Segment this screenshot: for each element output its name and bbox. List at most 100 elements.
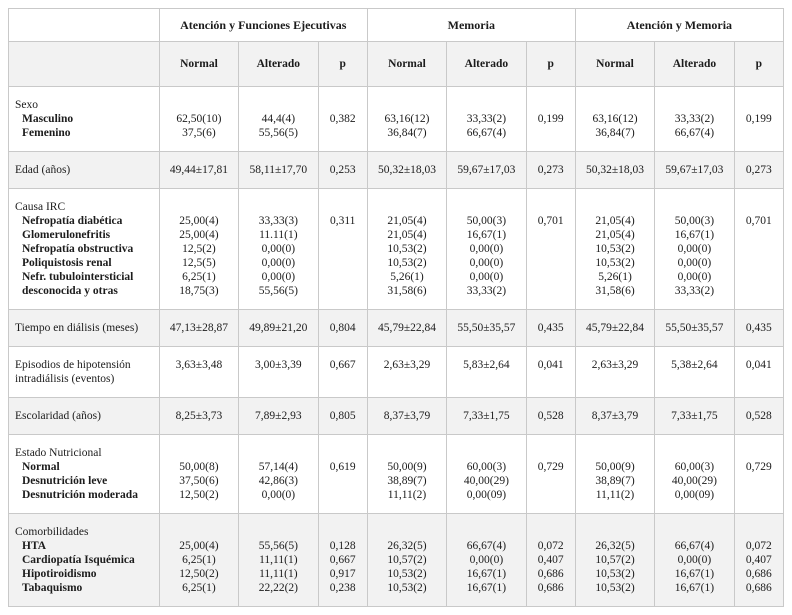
data-cell: 3,00±3,39 (238, 346, 319, 398)
cell-line: 0,128 (329, 540, 356, 552)
cell-line: 33,33(2) (466, 113, 507, 125)
subheader-p: p (525, 41, 576, 87)
p-value-cell: 0,072 0,407 0,686 0,686 (733, 513, 785, 607)
cell-line: 49,89±21,20 (249, 322, 308, 334)
data-cell: 58,11±17,70 (238, 151, 319, 189)
cell-line: 16,67(1) (466, 229, 507, 241)
table-row: Sexo Masculino Femenino 62,50(10) 37,5(6) 4… (8, 86, 785, 152)
cell-line: 66,67(4) (674, 540, 715, 552)
cell-line (371, 446, 443, 460)
data-cell: 49,44±17,81 (158, 151, 240, 189)
cell-line: 26,32(5) (595, 540, 635, 552)
cell-line: 31,58(6) (595, 285, 635, 297)
cell-line (322, 525, 364, 539)
p-value-cell: 0,729 (733, 434, 785, 514)
data-cell: 26,32(5) 10,57(2) 10,53(2) 10,53(2) (366, 513, 448, 607)
row-subitem-label: HTA (22, 540, 47, 552)
cell-line (658, 98, 730, 112)
cell-line: 18,75(3) (179, 285, 219, 297)
table-row: Estado Nutricional Normal Desnutrición lev… (8, 434, 785, 514)
row-subitem-label: Nefropatía diabética (22, 215, 123, 227)
cell-line: 0,00(09) (466, 489, 507, 501)
data-cell: 26,32(5) 10,57(2) 10,53(2) 10,53(2) (574, 513, 656, 607)
cell-line: 0,729 (745, 461, 772, 473)
cell-line: 37,50(6) (179, 475, 219, 487)
cell-line: 50,32±18,03 (585, 164, 645, 176)
cell-line: 11,11(2) (595, 489, 635, 501)
p-value-cell: 0,072 0,407 0,686 0,686 (525, 513, 576, 607)
cell-line: 11,11(1) (259, 554, 298, 566)
p-value-cell: 0,382 (317, 86, 368, 152)
table-row: Causa IRC Nefropatía diabética Glomerulone… (8, 188, 785, 310)
data-cell: 25,00(4) 6,25(1) 12,50(2) 6,25(1) (158, 513, 240, 607)
cell-line (658, 525, 730, 539)
data-cell: 50,00(8) 37,50(6) 12,50(2) (158, 434, 240, 514)
cell-line: 10,53(2) (595, 582, 635, 594)
cell-line: 0,667 (329, 554, 356, 566)
cell-line (738, 98, 780, 112)
cell-line (658, 446, 730, 460)
cell-line: 55,50±35,57 (665, 322, 724, 334)
cell-line: 2,63±3,29 (591, 359, 639, 371)
cell-line: 45,79±22,84 (377, 322, 437, 334)
data-cell: 2,63±3,29 (366, 346, 448, 398)
cell-line: 12,50(2) (179, 489, 219, 501)
cell-line: 6,25(1) (182, 582, 216, 594)
cell-line: 6,25(1) (182, 554, 216, 566)
cell-line: 10,57(2) (595, 554, 635, 566)
table-row: Episodios de hipotensión intradiálisis (… (8, 346, 785, 398)
row-label: Sexo Masculino Femenino (8, 86, 160, 152)
cell-line: 0,311 (329, 215, 356, 227)
data-cell: 8,25±3,73 (158, 397, 240, 435)
cell-line: 50,00(3) (466, 215, 507, 227)
cell-line: 37,5(6) (182, 127, 216, 139)
cell-line: 66,67(4) (466, 127, 507, 139)
data-cell: 47,13±28,87 (158, 309, 240, 347)
p-value-cell: 0,804 (317, 309, 368, 347)
cell-line: 55,56(5) (258, 127, 298, 139)
data-cell: 50,32±18,03 (574, 151, 656, 189)
cell-line: 0,686 (537, 582, 564, 594)
cell-line (738, 446, 780, 460)
cell-line (450, 525, 522, 539)
group-header-row: Atención y Funciones Ejecutivas Memoria … (8, 8, 785, 42)
cell-line: 0,041 (537, 359, 564, 371)
cell-line: 0,528 (537, 410, 564, 422)
row-label: Estado Nutricional Normal Desnutrición lev… (8, 434, 160, 514)
data-cell: 50,32±18,03 (366, 151, 448, 189)
data-cell: 59,67±17,03 (446, 151, 527, 189)
row-subitem-label: Poliquistosis renal (22, 257, 112, 269)
cell-line (163, 98, 235, 112)
data-cell: 57,14(4) 42,86(3) 0,00(0) (238, 434, 319, 514)
cell-line: 26,32(5) (387, 540, 427, 552)
cell-line: 10,53(2) (387, 582, 427, 594)
row-subitem-label: Desnutrición leve (22, 475, 108, 487)
cell-line: 0,00(0) (677, 257, 712, 269)
cell-line: 10,53(2) (595, 243, 635, 255)
cell-line: 33,33(2) (466, 285, 507, 297)
row-title: Edad (años) (15, 164, 71, 176)
cell-line: 0,528 (745, 410, 772, 422)
cell-line: 0,382 (329, 113, 356, 125)
row-subitem-label: Femenino (22, 127, 71, 139)
data-cell: 8,37±3,79 (366, 397, 448, 435)
cell-line: 10,57(2) (387, 554, 427, 566)
data-cell: 66,67(4) 0,00(0) 16,67(1) 16,67(1) (446, 513, 527, 607)
data-cell: 5,38±2,64 (654, 346, 735, 398)
row-subitem-label: Glomerulonefritis (22, 229, 111, 241)
row-title: Comorbilidades (15, 526, 89, 538)
table-row: Escolaridad (años) 8,25±3,73 7,89±2,93 0,80… (8, 397, 785, 435)
cell-line: 7,33±1,75 (671, 410, 718, 422)
cell-line: 0,00(0) (261, 243, 296, 255)
cell-line: 5,38±2,64 (671, 359, 718, 371)
cell-line: 0,00(0) (677, 271, 712, 283)
cell-line: 5,26(1) (598, 271, 632, 283)
cell-line (579, 200, 651, 214)
cell-line: 50,00(3) (674, 215, 715, 227)
data-cell: 50,00(9) 38,89(7) 11,11(2) (366, 434, 448, 514)
row-title: Tiempo en diálisis (meses) (15, 322, 139, 334)
cell-line: 0,00(09) (674, 489, 715, 501)
cell-line: 0,00(0) (469, 271, 504, 283)
cell-line (579, 446, 651, 460)
row-label: Edad (años) (8, 151, 160, 189)
